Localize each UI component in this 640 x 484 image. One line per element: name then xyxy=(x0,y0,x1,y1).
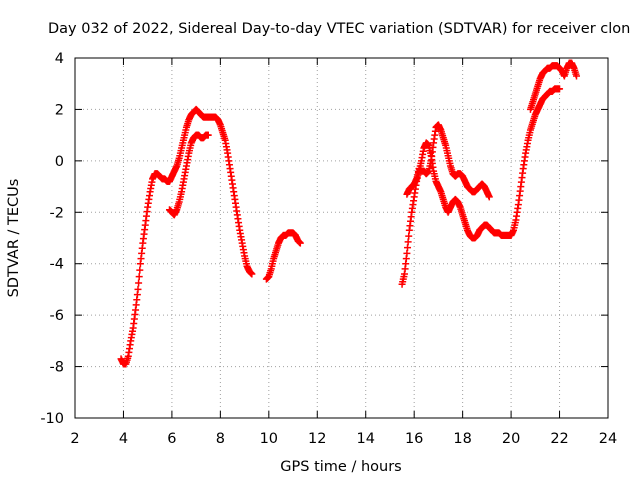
x-tick-label: 12 xyxy=(308,431,326,447)
series-segment-1 xyxy=(117,105,256,368)
x-tick-label: 18 xyxy=(453,431,471,447)
data-point xyxy=(204,131,212,139)
x-tick-label: 8 xyxy=(216,431,225,447)
data-point xyxy=(573,72,581,80)
x-axis: 2 4 6 8 10 12 14 16 18 20 22 24 xyxy=(70,58,617,447)
y-axis-label: SDTVAR / TECUs xyxy=(6,179,22,298)
y-tick-label: -8 xyxy=(50,360,64,376)
y-tick-label: 2 xyxy=(55,102,64,118)
y-tick-label: -4 xyxy=(50,257,64,273)
data-point xyxy=(248,270,256,278)
y-tick-label: 4 xyxy=(55,51,64,67)
data-point xyxy=(556,85,564,93)
x-axis-label: GPS time / hours xyxy=(280,459,401,475)
data-point-interp xyxy=(135,279,143,287)
series-segment-5 xyxy=(403,85,564,242)
chart-title: Day 032 of 2022, Sidereal Day-to-day VTE… xyxy=(48,21,630,37)
x-tick-label: 16 xyxy=(405,431,423,447)
y-tick-label: -10 xyxy=(40,411,64,427)
series-segment-3 xyxy=(262,229,304,283)
data-point-interp xyxy=(136,266,144,274)
x-tick-label: 2 xyxy=(70,431,79,447)
data-point xyxy=(485,193,493,201)
data-point xyxy=(296,239,304,247)
x-tick-label: 14 xyxy=(357,431,375,447)
y-tick-label: -2 xyxy=(50,205,64,221)
data-point-interp xyxy=(135,273,143,281)
x-tick-label: 4 xyxy=(119,431,128,447)
series-segment-4 xyxy=(398,121,493,288)
series-segment-6 xyxy=(526,59,581,113)
x-tick-label: 24 xyxy=(599,431,617,447)
data-point xyxy=(134,285,142,293)
y-axis: -10 -8 -6 -4 -2 0 2 4 xyxy=(40,51,608,427)
data-points xyxy=(117,59,581,368)
x-tick-label: 6 xyxy=(167,431,176,447)
x-tick-label: 20 xyxy=(502,431,520,447)
series-segment-2 xyxy=(165,131,212,219)
x-tick-label: 10 xyxy=(260,431,278,447)
x-tick-label: 22 xyxy=(550,431,568,447)
plot-frame xyxy=(74,57,609,419)
y-tick-label: 0 xyxy=(55,154,64,170)
y-tick-label: -6 xyxy=(50,308,64,324)
grid xyxy=(75,58,608,418)
